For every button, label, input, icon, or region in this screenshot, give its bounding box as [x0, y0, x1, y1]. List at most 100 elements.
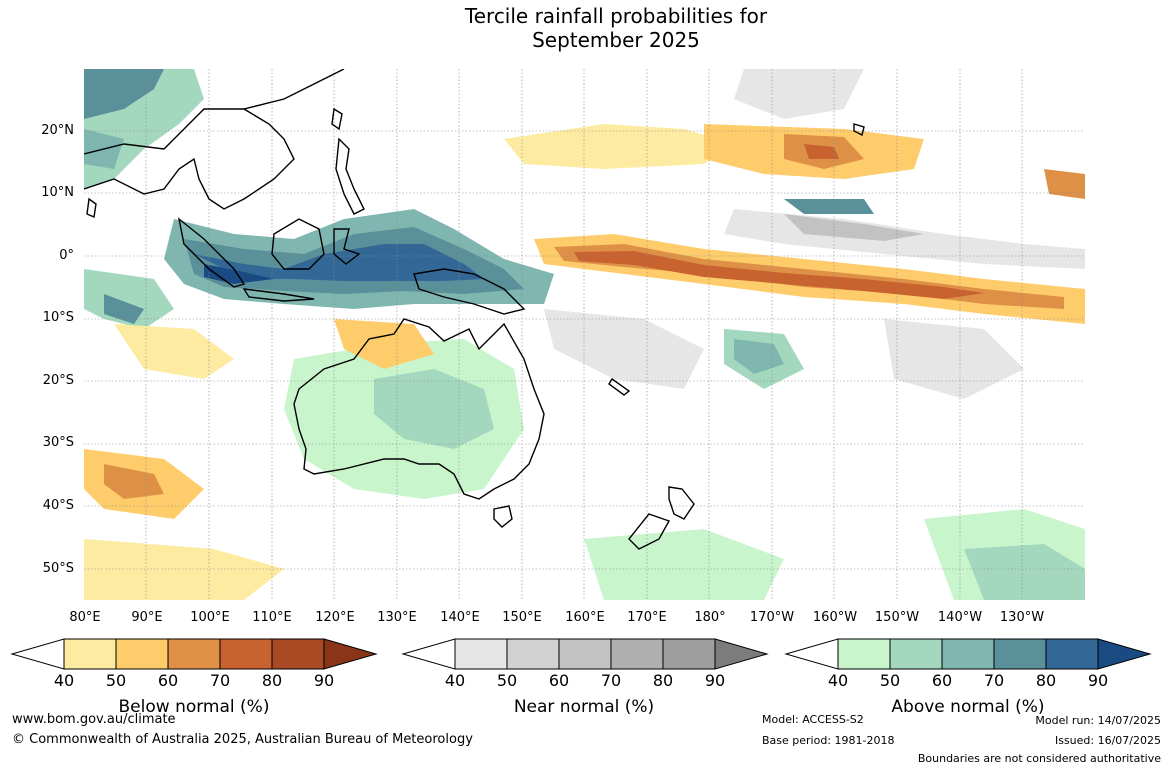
map-canvas [84, 69, 1085, 600]
taiwan-coastline [331, 107, 343, 131]
above-tick-80: 80 [1035, 671, 1057, 690]
new-guinea-coastline [413, 268, 526, 315]
near-tick-80: 80 [652, 671, 674, 690]
colorbar-below-swatch-2 [115, 638, 169, 670]
new-zealand-coastline [668, 486, 695, 520]
lat-label-30s: 30°S [42, 435, 74, 450]
lon-label-100e: 100°E [190, 610, 230, 625]
footer-boundaries: Boundaries are not considered authoritat… [917, 752, 1161, 765]
footer-model: Model: ACCESS-S2 [762, 713, 864, 726]
lon-label-170e: 170°E [627, 610, 667, 625]
colorbar-above-swatch-0 [784, 638, 839, 670]
coastlines [84, 69, 865, 550]
lon-label-140e: 140°E [440, 610, 480, 625]
lon-label-180: 180° [694, 610, 726, 625]
hawaii-coastline [853, 123, 865, 137]
borneo-coastline [271, 218, 325, 270]
below-tick-50: 50 [105, 671, 127, 690]
lon-label-130e: 130°E [377, 610, 417, 625]
near-tick-60: 60 [548, 671, 570, 690]
colorbar-near-swatch-5 [662, 638, 716, 670]
colorbar-near-swatch-6 [714, 638, 769, 670]
lon-label-160w: 160°W [812, 610, 858, 625]
colorbar-below-swatch-3 [167, 638, 221, 670]
colorbar-near-swatch-2 [506, 638, 560, 670]
colorbar-above-swatch-5 [1045, 638, 1099, 670]
colorbar-near-normal [401, 638, 769, 670]
colorbar-above-swatch-6 [1097, 638, 1152, 670]
lat-label-40s: 40°S [42, 498, 74, 513]
sri-lanka-coastline [86, 197, 97, 218]
colorbar-near-swatch-3 [558, 638, 612, 670]
near-tick-50: 50 [496, 671, 518, 690]
near-tick-70: 70 [600, 671, 622, 690]
below-normal-label: Below normal (%) [118, 697, 270, 717]
lat-label-20n: 20°N [41, 123, 74, 138]
colorbar-below-swatch-4 [219, 638, 273, 670]
colorbar-near-swatch-1 [454, 638, 508, 670]
china-coastline [243, 69, 345, 110]
lon-label-110e: 110°E [252, 610, 292, 625]
footer-model-run: Model run: 14/07/2025 [1035, 714, 1161, 727]
above-normal-label: Above normal (%) [891, 697, 1045, 717]
below-tick-90: 90 [313, 671, 335, 690]
below-tick-60: 60 [157, 671, 179, 690]
philippines-coastline [335, 137, 365, 215]
lat-label-0: 0° [59, 248, 74, 263]
colorbar-above-swatch-2 [889, 638, 943, 670]
near-normal-label: Near normal (%) [513, 697, 655, 717]
above-tick-60: 60 [931, 671, 953, 690]
colorbar-above-normal [784, 638, 1152, 670]
colorbar-below-swatch-6 [323, 638, 378, 670]
colorbar-above-swatch-1 [837, 638, 891, 670]
footer-url[interactable]: www.bom.gov.au/climate [12, 712, 176, 727]
colorbar-below-swatch-5 [271, 638, 325, 670]
sumatra-coastline [177, 217, 246, 288]
below-tick-80: 80 [261, 671, 283, 690]
colorbar-near-swatch-4 [610, 638, 664, 670]
title-line-2: September 2025 [532, 28, 700, 52]
colorbar-above-swatch-3 [941, 638, 995, 670]
lat-label-10s: 10°S [42, 310, 74, 325]
near-tick-90: 90 [704, 671, 726, 690]
above-tick-50: 50 [879, 671, 901, 690]
lon-label-150e: 150°E [502, 610, 542, 625]
graticule [84, 69, 1085, 600]
tasmania-coastline [493, 505, 513, 528]
above-tick-40: 40 [827, 671, 849, 690]
above-tick-70: 70 [983, 671, 1005, 690]
sulawesi-coastline [333, 228, 361, 265]
lon-label-80e: 80°E [69, 610, 101, 625]
patch-layer [84, 69, 1085, 600]
colorbar-above-swatch-4 [993, 638, 1047, 670]
probability-map [84, 69, 1085, 600]
map-title: Tercile rainfall probabilities for Septe… [0, 4, 1173, 52]
lon-label-170w: 170°W [749, 610, 795, 625]
asia-mainland-coastline [84, 108, 295, 210]
footer-issued: Issued: 16/07/2025 [1054, 734, 1161, 747]
colorbar-below-normal [10, 638, 378, 670]
footer-copyright: © Commonwealth of Australia 2025, Austra… [12, 732, 473, 747]
lat-label-20s: 20°S [42, 373, 74, 388]
lon-label-140w: 140°W [937, 610, 983, 625]
near-tick-40: 40 [444, 671, 466, 690]
new-caledonia-coastline [608, 377, 631, 396]
lon-label-130w: 130°W [999, 610, 1045, 625]
lat-label-50s: 50°S [42, 561, 74, 576]
lon-label-160e: 160°E [565, 610, 605, 625]
footer-base-period: Base period: 1981-2018 [762, 734, 895, 747]
colorbar-near-swatch-0 [401, 638, 456, 670]
new-zealand-south-coastline [628, 513, 671, 550]
below-tick-40: 40 [53, 671, 75, 690]
colorbar-below-swatch-1 [63, 638, 117, 670]
colorbar-below-swatch-0 [10, 638, 65, 670]
lon-label-90e: 90°E [131, 610, 163, 625]
title-line-1: Tercile rainfall probabilities for [464, 4, 768, 28]
australia-coastline [293, 318, 545, 500]
lon-label-120e: 120°E [315, 610, 355, 625]
above-tick-90: 90 [1087, 671, 1109, 690]
java-coastline [242, 288, 315, 302]
lat-label-10n: 10°N [41, 185, 74, 200]
below-tick-70: 70 [209, 671, 231, 690]
lon-label-150w: 150°W [874, 610, 920, 625]
